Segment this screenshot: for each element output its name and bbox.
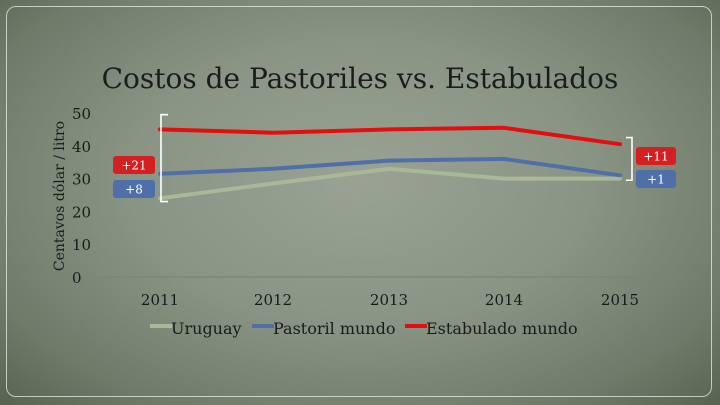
x-tick-label: 2014 [485, 291, 523, 309]
chart-title: Costos de Pastoriles vs. Estabulados [101, 62, 619, 95]
series-line-pastoril-mundo [158, 156, 622, 178]
x-tick-label: 2011 [141, 291, 179, 309]
legend-label: Uruguay [171, 319, 242, 338]
legend-label: Pastoril mundo [273, 319, 395, 338]
annotation-box [636, 170, 676, 188]
series-line-uruguay [158, 166, 622, 201]
bracket-2011 [160, 113, 168, 203]
series-line-estabulado-mundo [158, 125, 622, 147]
x-tick-label: 2012 [254, 291, 292, 309]
annotation-box [636, 147, 676, 165]
annotation-box [113, 180, 155, 198]
y-tick-label: 20 [72, 203, 91, 221]
annotation-label: +21 [121, 159, 146, 173]
annotation-label: +1 [647, 173, 665, 187]
bracket-2015 [626, 136, 633, 182]
x-tick-label: 2015 [601, 291, 639, 309]
y-tick-label: 40 [72, 138, 91, 156]
y-tick-label: 0 [72, 269, 82, 287]
annotation-label: +11 [643, 150, 668, 164]
legend-label: Estabulado mundo [426, 319, 578, 338]
slide-frame [6, 6, 712, 397]
y-tick-label: 10 [72, 236, 91, 254]
annotation-box [113, 156, 155, 174]
x-tick-label: 2013 [370, 291, 408, 309]
y-tick-label: 30 [72, 171, 91, 189]
annotation-label: +8 [125, 183, 143, 197]
y-tick-label: 50 [72, 105, 91, 123]
